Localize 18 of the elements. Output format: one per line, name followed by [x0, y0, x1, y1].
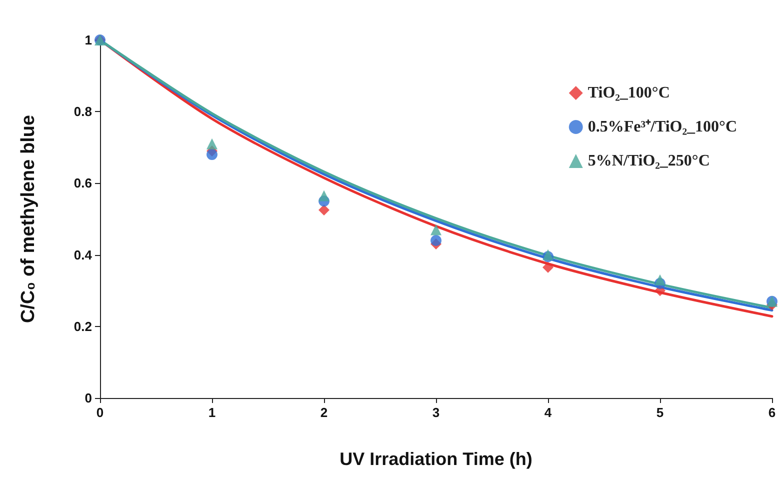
y-tick-label: 1 [84, 32, 92, 48]
y-tick-label: 0.6 [74, 176, 92, 191]
legend-label: TiO₂_100°C [588, 84, 670, 102]
y-tick-label: 0.4 [74, 247, 93, 262]
x-tick-label: 1 [208, 405, 216, 420]
y-tick-label: 0.8 [74, 104, 92, 120]
legend-label: 5%N/TiO₂_250°C [588, 152, 710, 170]
x-tick-label: 3 [432, 405, 440, 420]
x-tick-label: 0 [96, 405, 104, 420]
y-tick-label: 0.2 [74, 318, 92, 334]
y-axis-title: C/C₀ of methylene blue [18, 114, 39, 324]
x-axis-title: UV Irradiation Time (h) [340, 449, 532, 469]
legend-label: 0.5%Fe³⁺/TiO₂_100°C [588, 118, 737, 136]
x-tick-label: 4 [544, 405, 552, 420]
y-tick-label: 0 [84, 390, 92, 406]
x-tick-label: 2 [320, 405, 328, 420]
x-tick-label: 6 [768, 405, 776, 420]
x-tick-label: 5 [656, 405, 664, 420]
